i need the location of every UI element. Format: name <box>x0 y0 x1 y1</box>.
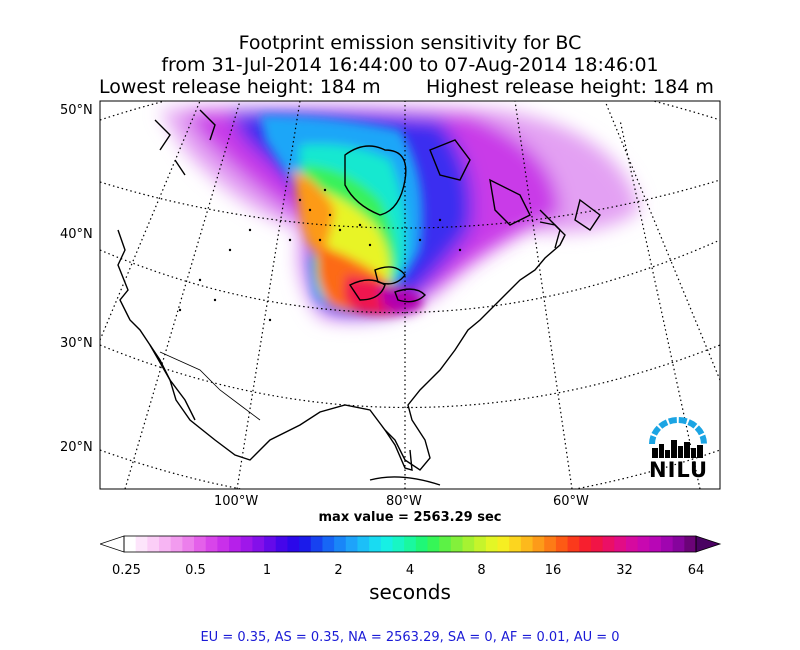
colorbar-cell <box>520 536 534 552</box>
graticule <box>100 101 720 489</box>
logo-text: NILU <box>649 458 709 482</box>
colorbar-cell <box>544 536 557 552</box>
colorbar-cell <box>555 536 569 552</box>
colorbar-cell <box>182 536 195 552</box>
regional-values: EU = 0.35, AS = 0.35, NA = 2563.29, SA =… <box>200 630 620 645</box>
logo-skyline <box>652 440 703 458</box>
colorbar-cell <box>369 536 382 552</box>
colorbar-cell <box>147 536 160 552</box>
colorbar-low-extension <box>100 535 125 553</box>
colorbar-cell <box>649 536 662 552</box>
colorbar-cell <box>450 536 464 552</box>
inland-lakes <box>178 188 462 322</box>
colorbar-cell <box>439 536 452 552</box>
colorbar-cell <box>427 536 440 552</box>
highest-release-height: Highest release height: 184 m <box>426 76 714 98</box>
colorbar-cell <box>625 536 639 552</box>
colorbar-cell <box>404 536 417 552</box>
colorbar-cell <box>415 536 429 552</box>
colorbar-cell <box>194 536 207 552</box>
colorbar-units: seconds <box>369 580 451 604</box>
colorbar-cell <box>334 536 347 552</box>
colorbar-cell <box>205 536 218 552</box>
lon-label-80w: 80°W <box>386 494 422 509</box>
colorbar-cell <box>322 536 335 552</box>
colorbar-cell <box>637 536 650 552</box>
colorbar-cell <box>287 536 300 552</box>
colorbar-tick-label: 8 <box>477 563 486 578</box>
colorbar-cell <box>299 536 312 552</box>
colorbar-tick-label: 16 <box>544 563 562 578</box>
lon-label-60w: 60°W <box>553 494 589 509</box>
colorbar-cell <box>660 536 674 552</box>
coastlines <box>117 109 601 486</box>
colorbar-cell <box>380 536 394 552</box>
colorbar-cell <box>357 536 370 552</box>
colorbar-tick-label: 0.25 <box>112 563 141 578</box>
title-line-1: Footprint emission sensitivity for BC <box>238 32 582 54</box>
colorbar-cell <box>240 536 253 552</box>
border <box>159 351 261 421</box>
colorbar-tick-label: 4 <box>405 563 415 578</box>
colorbar-cell <box>275 536 289 552</box>
lowest-release-height: Lowest release height: 184 m <box>99 76 381 98</box>
colorbar-cell <box>532 536 545 552</box>
title-line-2: from 31-Jul-2014 16:44:00 to 07-Aug-2014… <box>161 54 659 76</box>
colorbar-cell <box>474 536 487 552</box>
colorbar <box>100 535 722 553</box>
nilu-logo <box>649 417 707 458</box>
colorbar-cell <box>345 536 359 552</box>
max-value: max value = 2563.29 sec <box>318 510 502 525</box>
lat-label-50: 50°N <box>60 103 93 118</box>
colorbar-high-extension <box>695 535 722 553</box>
colorbar-cell <box>217 536 230 552</box>
colorbar-cell <box>509 536 522 552</box>
colorbar-cell <box>392 536 405 552</box>
colorbar-tick-label: 0.5 <box>185 563 206 578</box>
lat-label-20: 20°N <box>60 440 93 455</box>
colorbar-cell <box>602 536 615 552</box>
colorbar-cell <box>614 536 627 552</box>
colorbar-cell <box>684 536 697 552</box>
colorbar-tick-label: 1 <box>262 563 272 578</box>
colorbar-cell <box>252 536 265 552</box>
colorbar-cell <box>170 536 183 552</box>
colorbar-tick-label: 2 <box>334 563 343 578</box>
colorbar-cell <box>135 536 148 552</box>
colorbar-cell <box>497 536 510 552</box>
colorbar-outline <box>123 535 697 553</box>
colorbar-cell <box>590 536 604 552</box>
colorbar-cell <box>672 536 685 552</box>
colorbar-cell <box>485 536 499 552</box>
colorbar-tick-label: 32 <box>616 563 633 578</box>
colorbar-cell <box>159 536 172 552</box>
lon-label-100w: 100°W <box>214 494 259 509</box>
logo-arc <box>649 417 707 445</box>
colorbar-cell <box>264 536 277 552</box>
colorbar-cell <box>462 536 475 552</box>
colorbar-cell <box>579 536 592 552</box>
colorbar-cell <box>310 536 324 552</box>
lat-label-40: 40°N <box>60 227 93 242</box>
colorbar-tick-label: 64 <box>687 563 705 578</box>
colorbar-cell <box>124 536 137 552</box>
map-frame <box>99 100 721 490</box>
colorbar-cell <box>229 536 242 552</box>
colorbar-cell <box>567 536 580 552</box>
lat-label-30: 30°N <box>60 336 93 351</box>
